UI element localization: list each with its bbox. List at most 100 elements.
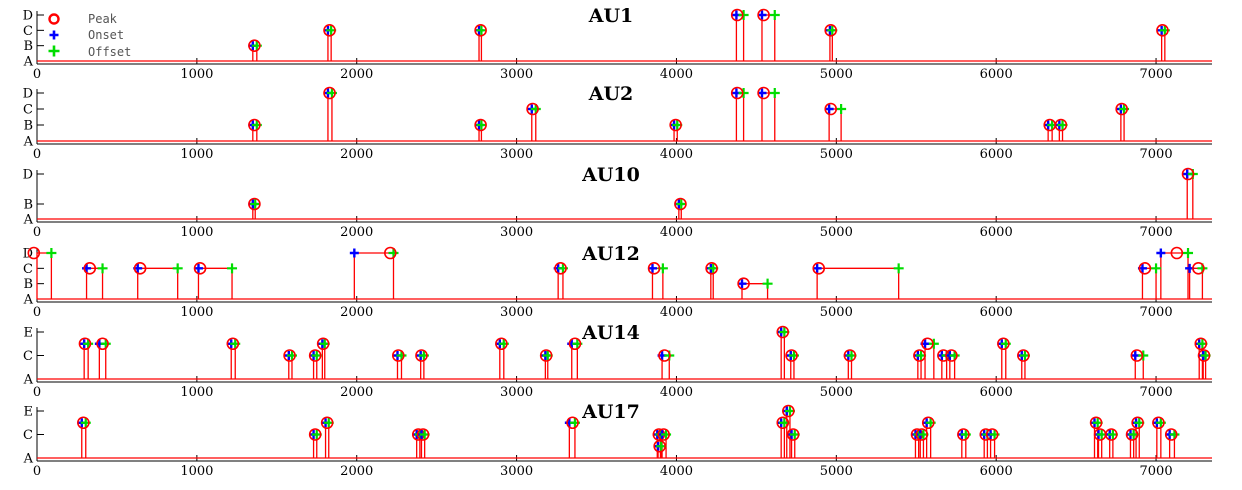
peak-marker: [657, 428, 670, 441]
legend-entry-offset: Offset: [48, 45, 131, 59]
offset-marker: [476, 25, 487, 36]
peak-marker: [283, 349, 296, 362]
event-pulse: [1186, 173, 1194, 219]
x-tick-label: 4000: [660, 305, 693, 320]
x-tick-label: 0: [33, 147, 41, 162]
peak-marker: [921, 416, 935, 430]
event-pulse: [761, 14, 776, 61]
event-pulse: [761, 92, 776, 141]
x-tick-label: 4000: [660, 147, 693, 162]
offset-marker: [738, 88, 749, 98]
peak-marker: [1054, 118, 1068, 132]
y-tick-label: E: [24, 405, 34, 420]
peak-marker: [957, 428, 970, 441]
peak-marker: [658, 349, 671, 362]
offset-marker: [769, 88, 780, 98]
offset-marker: [396, 350, 407, 361]
peak-marker: [913, 349, 926, 362]
peak-marker: [786, 428, 800, 441]
peak-marker: [1125, 428, 1139, 441]
x-tick-label: 0: [33, 464, 41, 479]
panel-title: AU2: [588, 83, 634, 105]
panel-title: AU17: [581, 401, 640, 423]
x-tick-label: 6000: [980, 147, 1013, 162]
x-tick-label: 4000: [660, 464, 693, 479]
onset-marker: [757, 88, 767, 98]
legend-entry-onset: Onset: [49, 28, 124, 42]
peak-marker: [1194, 337, 1208, 351]
x-tick-label: 2000: [340, 385, 373, 400]
event-pulse: [780, 331, 786, 379]
peak-marker: [843, 349, 857, 362]
peak-marker: [1104, 428, 1118, 441]
peak-marker: [308, 349, 322, 362]
y-tick-label: B: [23, 198, 33, 213]
legend-peak-icon: [48, 13, 60, 25]
peak-marker: [730, 86, 744, 100]
peak-marker: [915, 428, 929, 441]
peak-marker: [474, 118, 487, 132]
peak-marker: [415, 349, 428, 362]
panel-au14: ACE 0 1000 2000 3000 4000 5000 6000 7000 AU14: [23, 322, 1212, 400]
offset-marker: [250, 199, 261, 209]
x-tick-label: 3000: [500, 464, 533, 479]
x-tick-label: 7000: [1140, 464, 1173, 479]
peak-marker: [27, 246, 41, 260]
peak-marker: [323, 86, 336, 100]
peak-marker: [1115, 102, 1128, 116]
peak-marker: [776, 325, 790, 339]
peak-marker: [669, 118, 682, 132]
peak-marker: [526, 102, 539, 116]
panel-title: AU1: [588, 5, 634, 27]
peak-marker: [554, 262, 567, 275]
peak-marker: [323, 24, 336, 37]
y-tick-label: B: [23, 119, 33, 134]
peak-marker: [985, 428, 999, 441]
x-tick-label: 1000: [180, 464, 213, 479]
offset-marker: [893, 263, 904, 274]
y-tick-label: D: [23, 9, 33, 24]
x-tick-label: 2000: [340, 225, 373, 240]
peak-marker: [383, 246, 397, 260]
offset-marker: [836, 104, 847, 114]
peak-marker: [921, 337, 934, 351]
peak-marker: [824, 24, 838, 37]
peak-marker: [78, 337, 92, 351]
event-pulse: [36, 252, 53, 299]
y-tick-label: A: [23, 135, 34, 150]
peak-marker: [1130, 349, 1144, 362]
panel-au17: ACE 0 1000 2000 3000 4000 5000 6000 7000 AU17: [23, 401, 1212, 479]
x-tick-label: 5000: [820, 147, 853, 162]
legend-onset-icon: [49, 30, 59, 40]
peak-marker: [416, 428, 430, 441]
panel-title: AU14: [581, 322, 640, 344]
event-pulse: [735, 14, 745, 61]
event-pulse: [741, 283, 769, 299]
x-tick-label: 5000: [820, 225, 853, 240]
peak-marker: [1192, 262, 1205, 275]
x-tick-label: 5000: [820, 385, 853, 400]
legend-offset-icon: [48, 45, 60, 57]
peak-marker: [133, 262, 147, 275]
offset-marker: [949, 350, 960, 361]
offset-marker: [1151, 263, 1162, 274]
peak-marker: [1131, 416, 1144, 430]
x-tick-label: 7000: [1140, 67, 1173, 82]
peak-marker: [997, 337, 1010, 351]
peak-marker: [1152, 416, 1165, 430]
x-tick-label: 6000: [980, 225, 1013, 240]
x-tick-label: 1000: [180, 67, 213, 82]
y-tick-label: C: [23, 428, 33, 443]
event-pulse: [828, 108, 842, 141]
peak-marker: [248, 118, 261, 132]
x-tick-label: 1000: [180, 385, 213, 400]
x-tick-label: 5000: [820, 305, 853, 320]
x-tick-label: 2000: [340, 67, 373, 82]
peak-marker: [1164, 428, 1178, 441]
event-pulse: [735, 92, 745, 141]
peak-marker: [539, 349, 553, 362]
y-tick-label: C: [23, 262, 33, 277]
peak-marker: [248, 197, 261, 211]
